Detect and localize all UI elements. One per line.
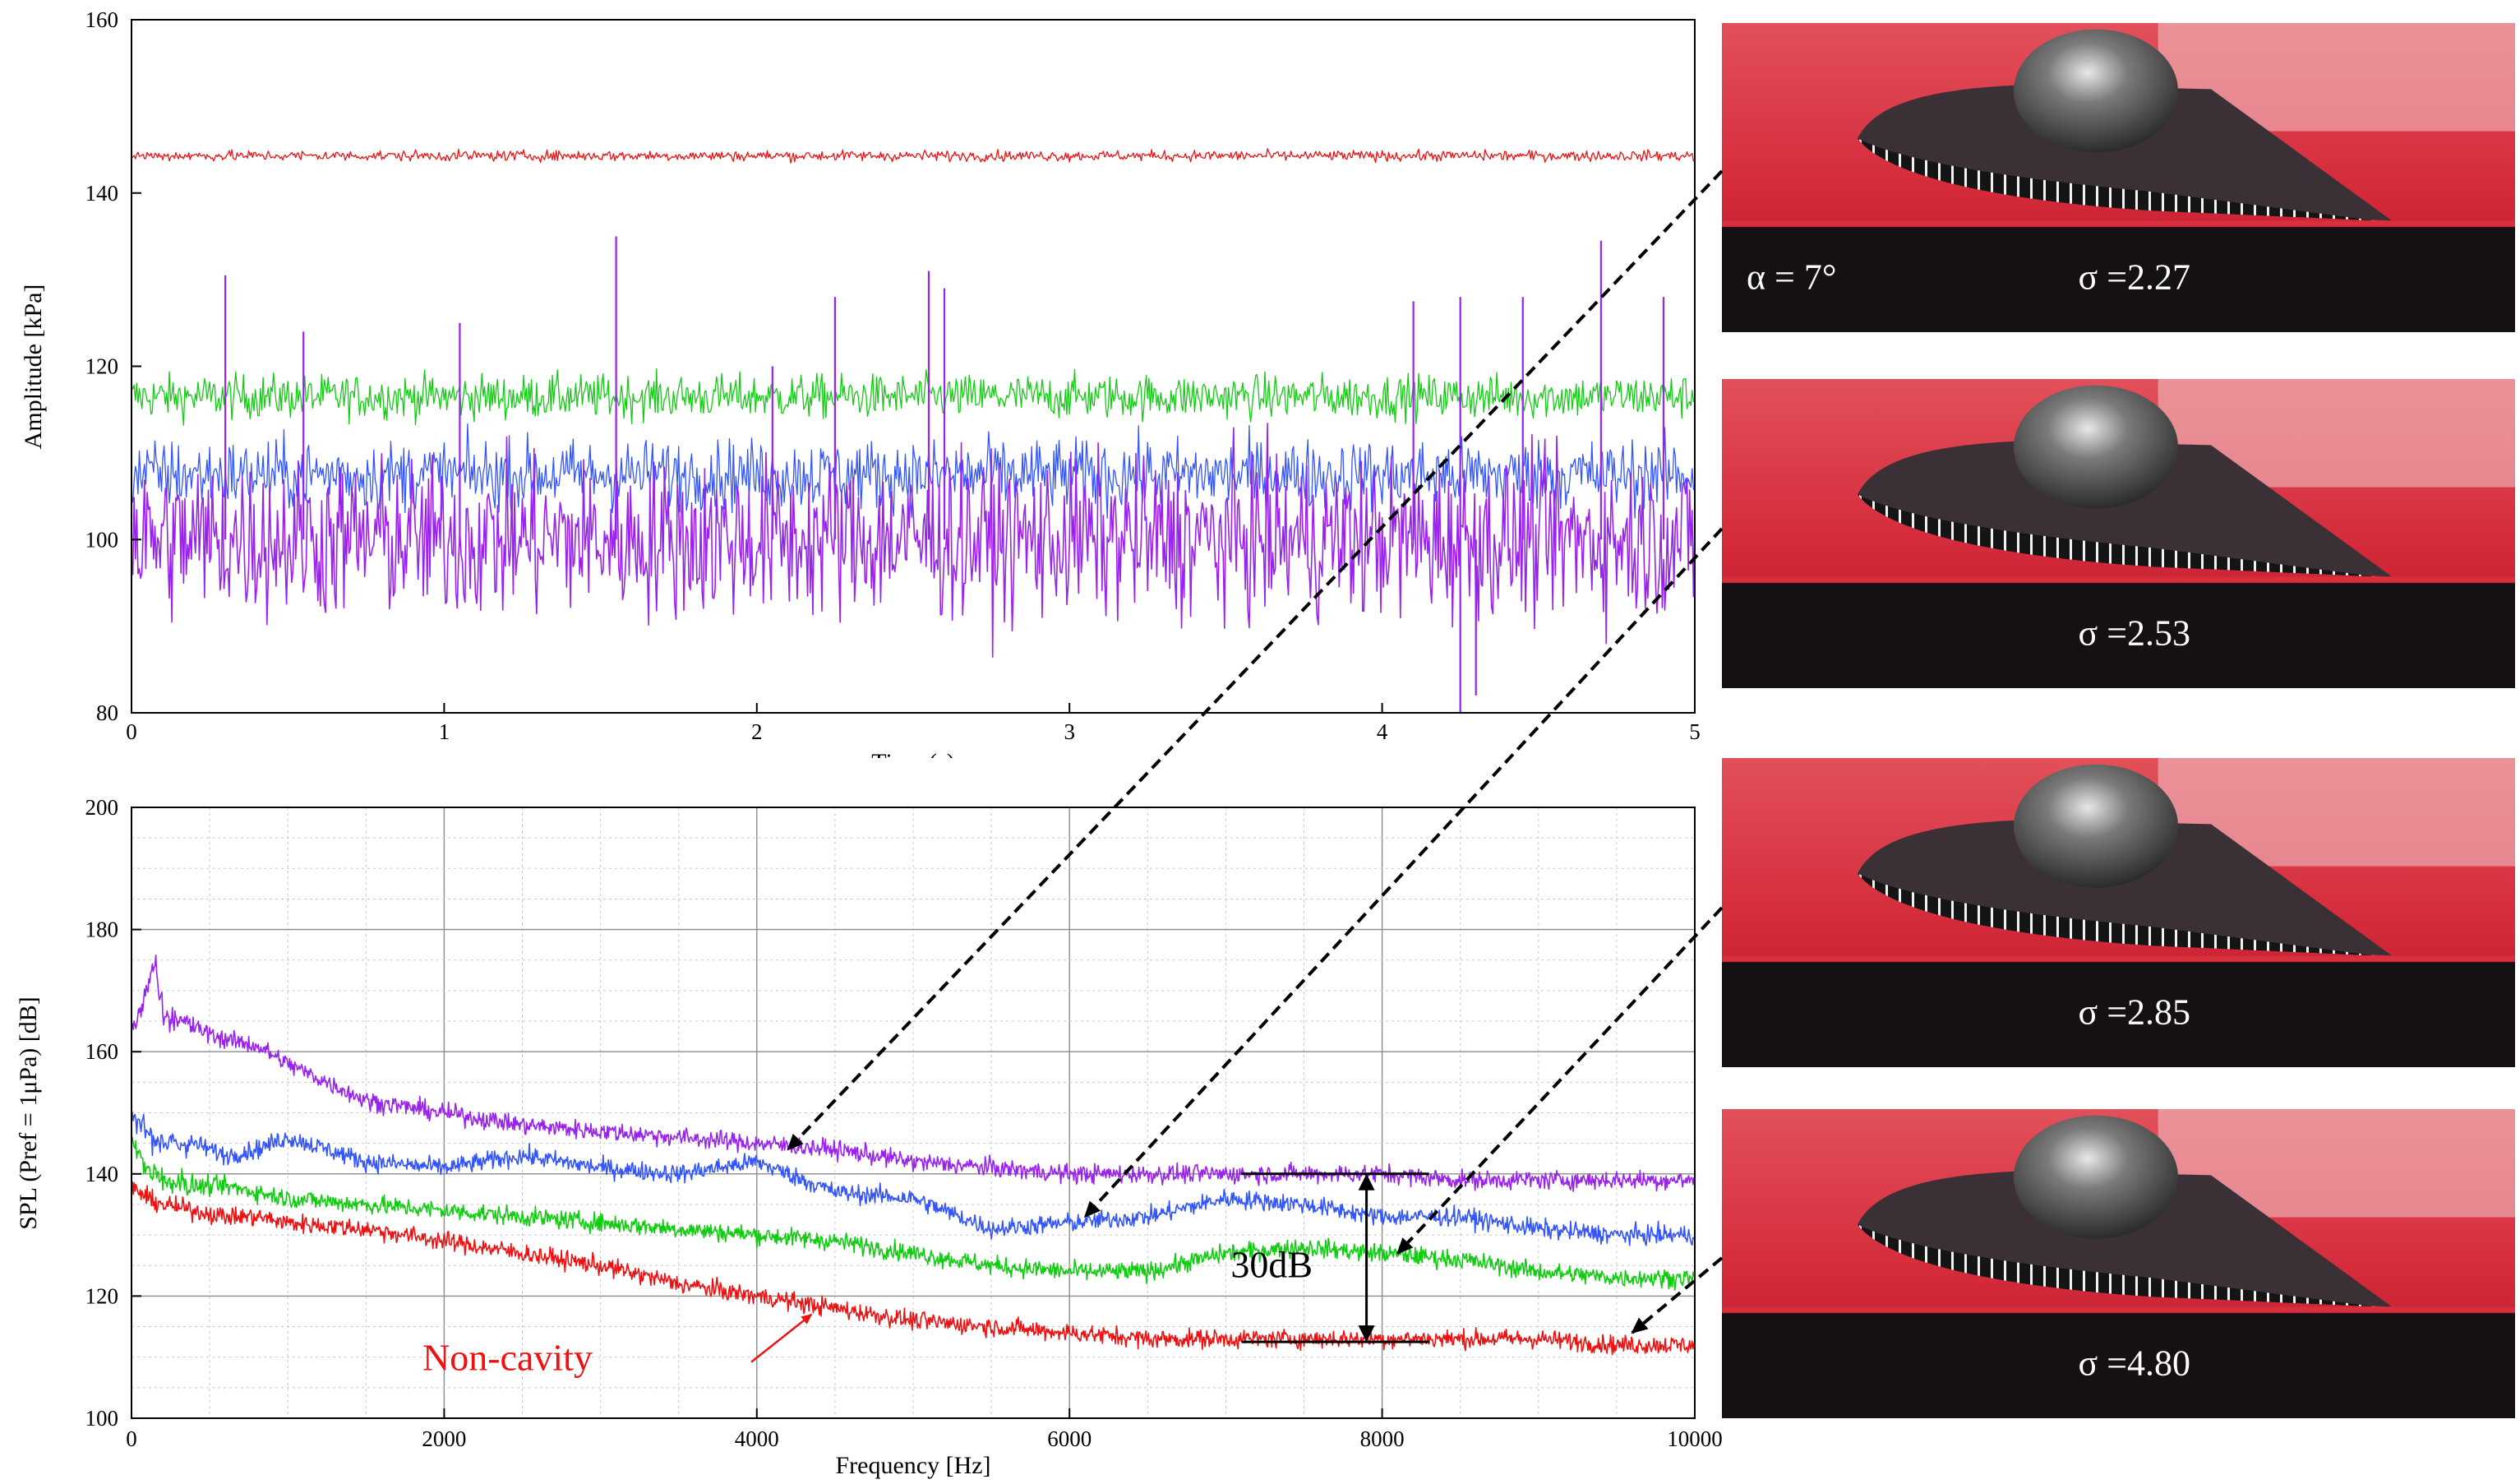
bottom-x-tick-label: 2000 — [422, 1426, 466, 1451]
top-series-line — [132, 368, 1695, 426]
top-series-line — [132, 148, 1695, 164]
top-x-tick-label: 2 — [751, 719, 763, 744]
photo-sigma-2.27: σ =2.27 α = 7° — [1722, 23, 2515, 332]
bottom-x-tick-label: 10000 — [1667, 1426, 1723, 1451]
callout-arrow — [1396, 906, 1724, 1255]
callout-arrow — [1083, 527, 1724, 1218]
bottom-y-tick-label: 180 — [85, 918, 119, 942]
cavitation-photos: σ =2.27 α = 7° σ =2.53 σ =2.85 σ =4.80 — [1722, 23, 2515, 1418]
top-y-tick-label: 160 — [85, 7, 119, 32]
photo-alpha-label: α = 7° — [1747, 257, 1836, 297]
bottom-y-tick-label: 160 — [85, 1039, 119, 1064]
dome-icon — [2014, 1115, 2178, 1239]
top-y-tick-label: 100 — [85, 527, 119, 552]
callout-arrows — [787, 169, 1724, 1334]
non-cavity-label: Non-cavity — [422, 1337, 593, 1379]
bottom-y-tick-label: 200 — [85, 795, 119, 820]
bottom-x-axis-label: Frequency [Hz] — [835, 1452, 990, 1479]
spl-frequency-chart: 0 2000 4000 6000 8000 10000 100 120 140 160 180 200… — [15, 795, 1723, 1479]
bottom-series-line — [132, 1136, 1695, 1291]
top-y-tick-label: 120 — [85, 354, 119, 379]
photo-sigma-4.80: σ =4.80 — [1722, 1109, 2515, 1418]
top-y-tick-label: 80 — [96, 700, 118, 725]
bottom-y-tick-label: 100 — [85, 1406, 119, 1431]
bottom-series-line — [132, 1181, 1695, 1356]
top-series-line — [132, 423, 1695, 658]
bottom-y-tick-label: 140 — [85, 1162, 119, 1186]
photo-sigma-2.85: σ =2.85 — [1722, 758, 2515, 1067]
top-x-tick-label: 5 — [1689, 719, 1701, 744]
dome-icon — [2014, 385, 2178, 509]
30db-label: 30dB — [1230, 1243, 1313, 1285]
dome-icon — [2014, 29, 2178, 153]
top-x-tick-label: 4 — [1377, 719, 1388, 744]
top-y-axis-label: Amplitude [kPa] — [20, 284, 47, 450]
bottom-x-tick-label: 8000 — [1360, 1426, 1405, 1451]
bottom-plot-frame — [131, 807, 1696, 1419]
non-cavity-arrow — [750, 1313, 813, 1363]
callout-arrow — [787, 169, 1724, 1151]
bottom-x-tick-label: 0 — [126, 1426, 137, 1451]
photo-sigma-label: σ =2.27 — [2079, 257, 2191, 297]
top-x-tick-label: 1 — [439, 719, 450, 744]
top-series-line — [132, 423, 1695, 522]
photo-sigma-label: σ =2.53 — [2079, 613, 2191, 653]
bracket-arrow-head-down — [1358, 1325, 1375, 1343]
photo-sigma-label: σ =4.80 — [2079, 1343, 2191, 1383]
bracket-arrow-head-up — [1358, 1173, 1375, 1190]
dome-icon — [2014, 764, 2178, 888]
bottom-y-tick-label: 120 — [85, 1283, 119, 1308]
bottom-y-axis-label: SPL (Pref = 1μPa) [dB] — [15, 996, 42, 1230]
bottom-series-line — [132, 1109, 1695, 1246]
bottom-series-line — [132, 955, 1695, 1192]
top-x-tick-label: 0 — [126, 719, 137, 744]
photo-sigma-label: σ =2.85 — [2079, 992, 2191, 1032]
bottom-x-tick-label: 4000 — [735, 1426, 779, 1451]
bottom-x-tick-label: 6000 — [1047, 1426, 1092, 1451]
top-x-tick-label: 3 — [1064, 719, 1075, 744]
callout-arrow — [1631, 1256, 1724, 1334]
top-y-tick-label: 140 — [85, 181, 119, 206]
photo-sigma-2.53: σ =2.53 — [1722, 379, 2515, 688]
